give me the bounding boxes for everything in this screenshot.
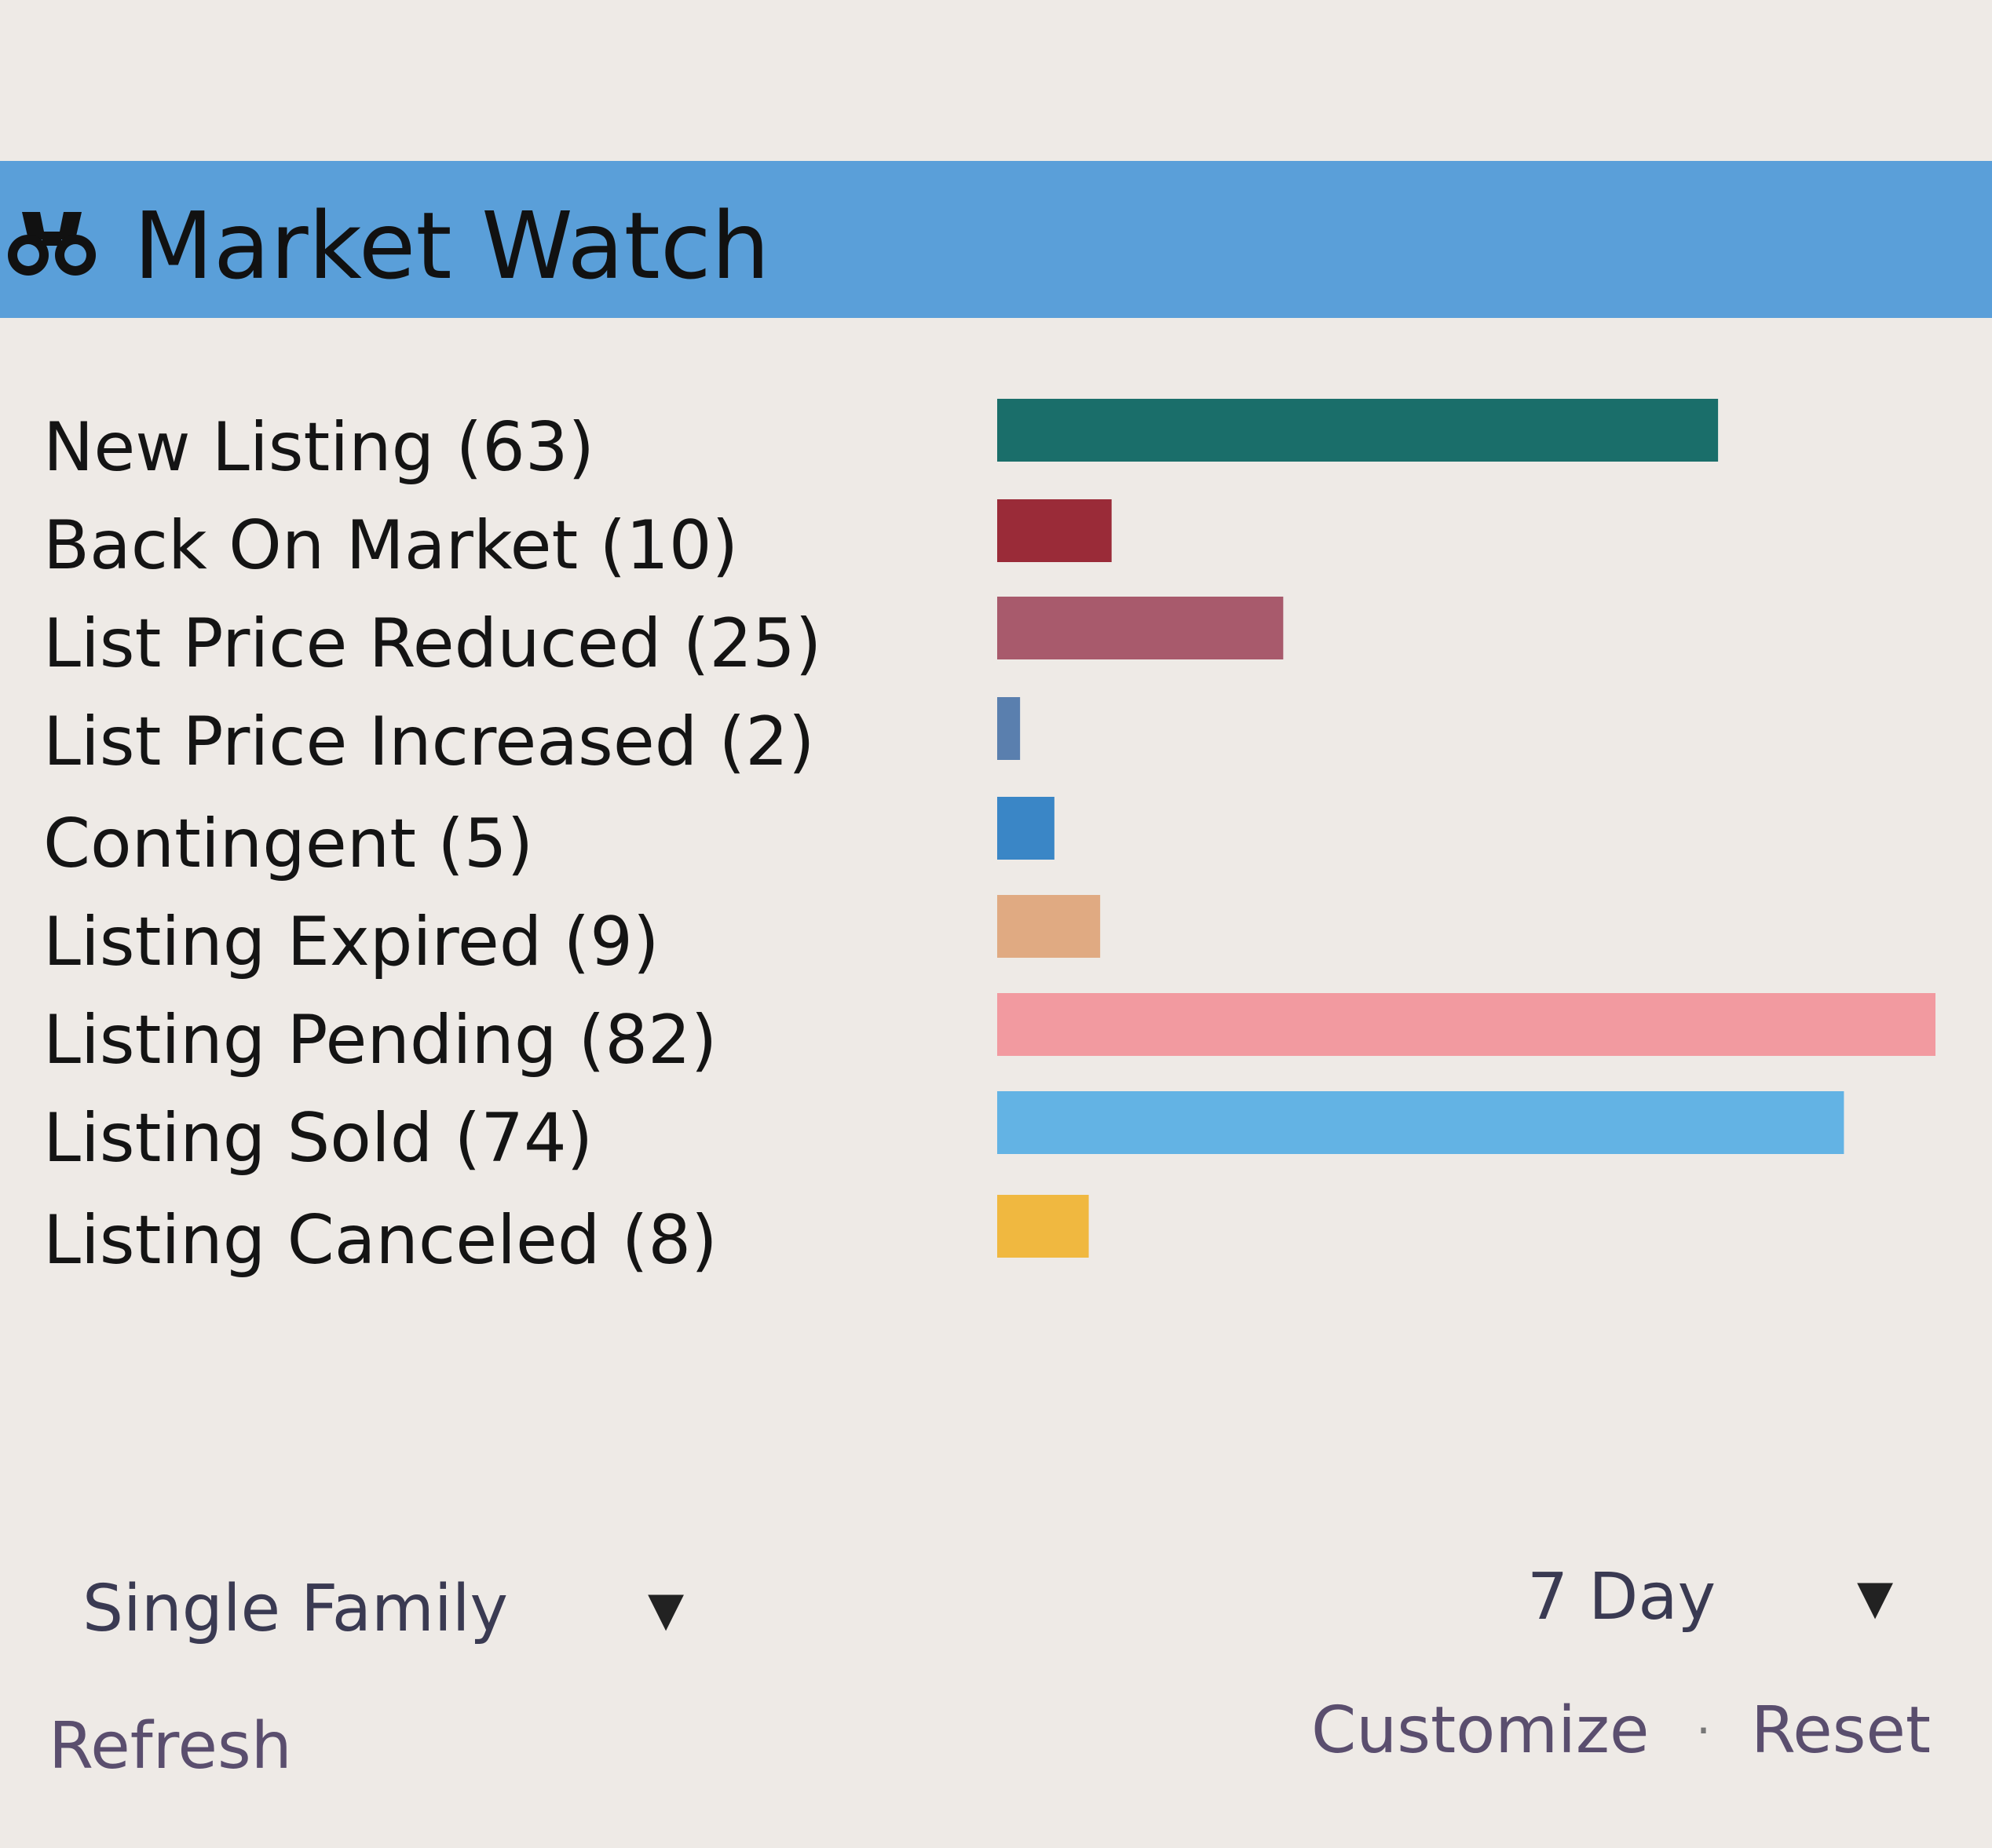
customize-link[interactable]: Customize: [1311, 1693, 1650, 1768]
status-label: List Price Increased (2): [43, 703, 815, 781]
status-label: Contingent (5): [43, 805, 534, 883]
refresh-link[interactable]: Refresh: [49, 1709, 292, 1784]
status-label: Listing Expired (9): [43, 903, 660, 981]
link-separator: ·: [1696, 1704, 1712, 1759]
bar-listing-canceled[interactable]: [997, 1195, 1089, 1258]
panel-title: Market Watch: [133, 192, 770, 300]
property-type-select[interactable]: Single Family ▼: [82, 1566, 695, 1653]
bar-listing-pending[interactable]: [997, 993, 1935, 1056]
bar-back-on-market[interactable]: [997, 499, 1112, 562]
period-select[interactable]: 7 Day ▼: [1527, 1554, 1920, 1641]
bar-list-price-increased[interactable]: [997, 697, 1021, 760]
status-label: Back On Market (10): [43, 506, 739, 585]
bar-list-price-reduced[interactable]: [997, 597, 1284, 659]
binoculars-icon: [8, 212, 96, 276]
status-label: List Price Reduced (25): [43, 604, 822, 683]
panel-header: Market Watch: [0, 161, 1992, 318]
bar-listing-sold[interactable]: [997, 1091, 1844, 1154]
reset-link[interactable]: Reset: [1751, 1693, 1932, 1768]
property-type-value: Single Family: [82, 1572, 509, 1646]
chevron-down-icon[interactable]: ▼: [1857, 1570, 1894, 1625]
status-label: Listing Pending (82): [43, 1001, 718, 1079]
status-label: Listing Sold (74): [43, 1099, 594, 1178]
status-label: Listing Canceled (8): [43, 1201, 718, 1280]
bar-new-listing[interactable]: [997, 399, 1719, 462]
chevron-down-icon[interactable]: ▼: [648, 1582, 685, 1637]
bar-contingent[interactable]: [997, 797, 1054, 860]
status-label: New Listing (63): [43, 408, 595, 487]
bar-listing-expired[interactable]: [997, 895, 1101, 958]
period-value: 7 Day: [1527, 1560, 1716, 1634]
